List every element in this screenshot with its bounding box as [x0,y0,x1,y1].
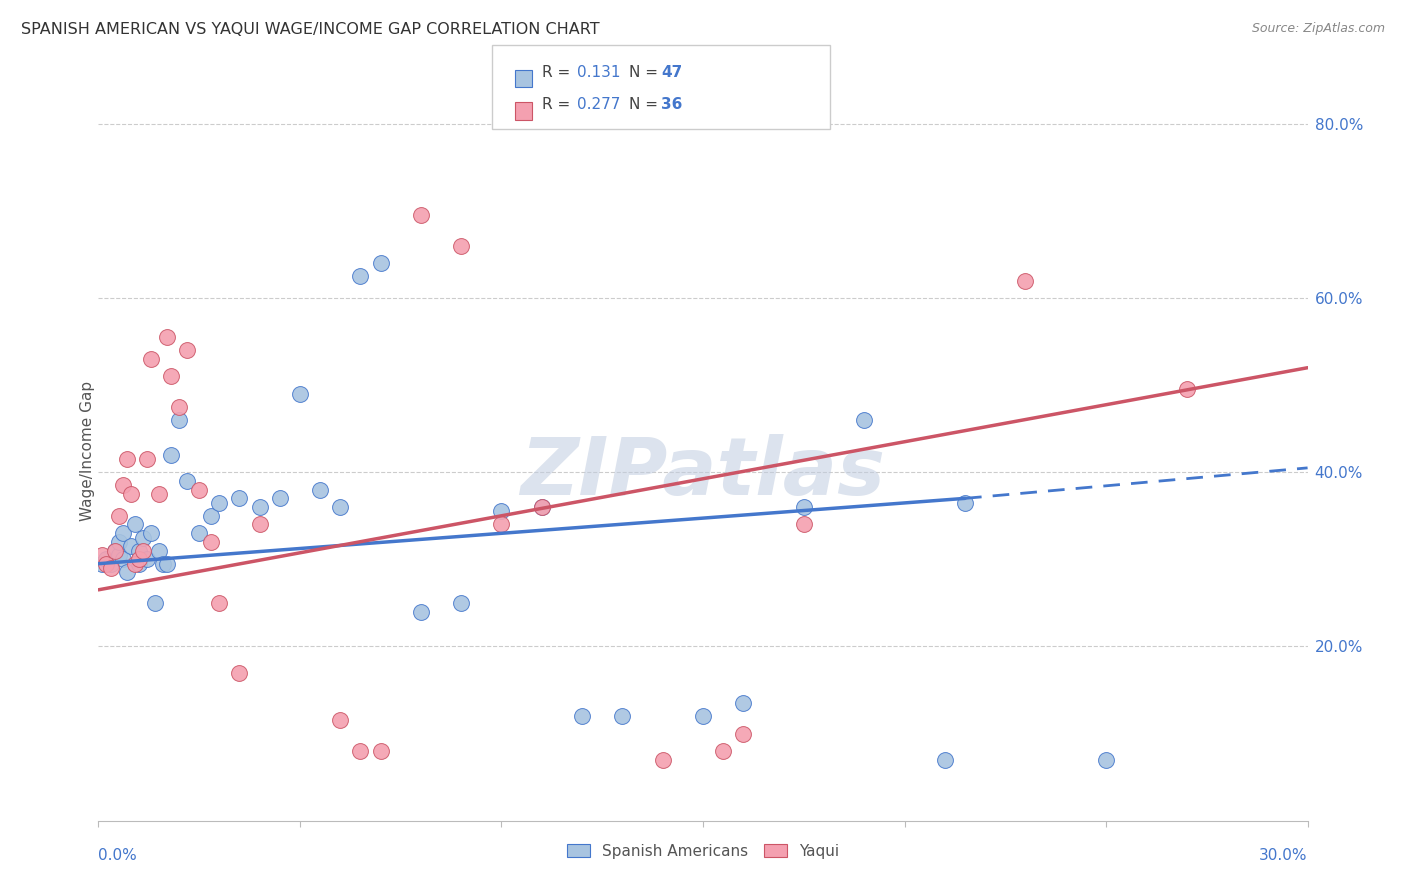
Point [156,557,179,571]
Text: SPANISH AMERICAN VS YAQUI WAGE/INCOME GAP CORRELATION CHART: SPANISH AMERICAN VS YAQUI WAGE/INCOME GA… [21,22,600,37]
Point [120,539,142,553]
Point [853,413,876,427]
Point [200,535,222,549]
Point [491,504,513,518]
Point [934,753,956,767]
Point [156,330,179,344]
Point [711,744,734,758]
Point [249,500,271,514]
Point [208,496,231,510]
Text: R =: R = [541,65,575,79]
Point [111,478,134,492]
Text: 0.277: 0.277 [576,97,620,112]
Point [107,508,129,523]
Point [100,561,122,575]
Point [96,557,118,571]
Point [349,744,371,758]
Point [1175,383,1198,397]
Point [139,351,162,366]
Point [288,387,311,401]
Point [120,487,142,501]
Point [115,452,138,467]
Point [329,500,352,514]
Point [96,552,118,566]
Point [651,753,673,767]
Point [100,557,122,571]
Point [124,557,146,571]
Point [160,369,183,384]
Text: 0.0%: 0.0% [98,847,138,863]
Point [111,552,134,566]
Text: 30.0%: 30.0% [1260,847,1308,863]
Point [103,543,125,558]
Point [450,596,472,610]
Point [167,400,190,414]
Point [733,696,755,710]
Point [115,566,138,580]
Point [228,665,250,680]
Point [107,548,129,562]
Point [132,531,155,545]
Point [953,496,976,510]
Text: 36: 36 [661,97,682,112]
Point [450,239,472,253]
Text: ZIPatlas: ZIPatlas [520,434,886,512]
Point [1095,753,1118,767]
Text: 47: 47 [661,65,682,79]
Point [124,517,146,532]
Point [135,552,157,566]
Point [143,596,166,610]
Point [249,517,271,532]
Point [91,548,114,562]
Point [409,208,432,222]
Text: N =: N = [628,97,662,112]
Point [208,596,231,610]
Point [491,517,513,532]
Point [228,491,250,506]
Point [148,487,170,501]
Point [269,491,291,506]
Point [91,557,114,571]
Y-axis label: Wage/Income Gap: Wage/Income Gap [80,380,94,521]
Text: 0.131: 0.131 [576,65,620,79]
Point [160,448,183,462]
Point [793,517,815,532]
Point [152,557,174,571]
Point [1014,274,1036,288]
Text: N =: N = [628,65,662,79]
Point [530,500,553,514]
Point [612,709,634,723]
Point [135,452,157,467]
Point [167,413,190,427]
Point [200,508,222,523]
Point [128,552,150,566]
Point [111,526,134,541]
Point [176,343,198,358]
Point [571,709,593,723]
Point [692,709,714,723]
Point [188,526,211,541]
Text: R =: R = [541,97,575,112]
Point [132,543,155,558]
Point [370,744,392,758]
Point [409,605,432,619]
Point [309,483,332,497]
Point [733,726,755,740]
Point [148,543,170,558]
Point [128,557,150,571]
Point [793,500,815,514]
Point [107,535,129,549]
Point [128,543,150,558]
Point [530,500,553,514]
Legend: Spanish Americans, Yaqui: Spanish Americans, Yaqui [561,838,845,865]
Point [176,474,198,488]
Text: Source: ZipAtlas.com: Source: ZipAtlas.com [1251,22,1385,36]
Point [329,714,352,728]
Point [139,526,162,541]
Point [103,543,125,558]
Point [370,256,392,270]
Point [349,269,371,284]
Point [188,483,211,497]
